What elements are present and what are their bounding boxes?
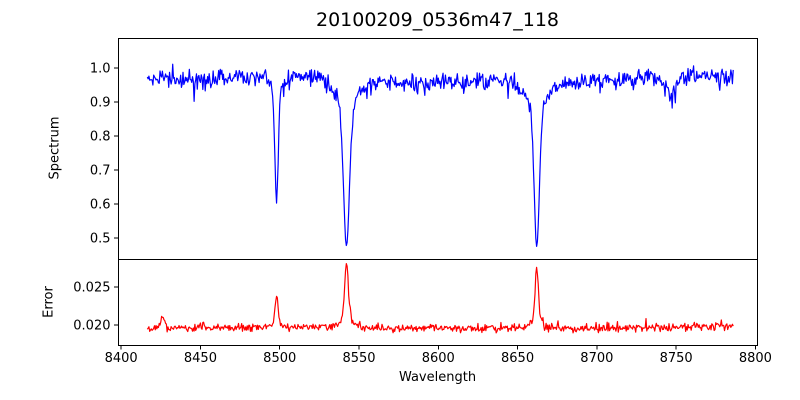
plot-title: 20100209_0536m47_118 (315, 9, 559, 31)
x-tick-label: 8750 (660, 351, 693, 366)
y-tick-label: 0.025 (73, 281, 110, 296)
spectrum-y-ticks: 1.0 0.9 0.8 0.7 0.6 0.5 (90, 61, 118, 246)
x-tick-label: 8550 (342, 351, 375, 366)
spectrum-y-axis-label: Spectrum (47, 116, 63, 180)
y-tick-label: 0.9 (90, 95, 111, 110)
x-tick-label: 8600 (422, 351, 455, 366)
y-tick-label: 0.5 (90, 231, 111, 246)
y-tick-label: 1.0 (90, 61, 111, 76)
error-line (146, 263, 734, 334)
x-tick-label: 8700 (580, 351, 613, 366)
spectrum-axes-frame (118, 38, 758, 260)
error-y-ticks: 0.025 0.020 (73, 281, 118, 334)
x-tick-label: 8650 (501, 351, 534, 366)
error-axes-frame (118, 259, 758, 346)
x-tick-label: 8450 (184, 351, 217, 366)
tick-layer: 1.0 0.9 0.8 0.7 0.6 0.5 0.025 0.020 8400 8450 8500… (73, 61, 772, 366)
x-axis-ticks: 8400 8450 8500 8550 8600 8650 8700 8750 8800 (105, 345, 772, 366)
y-tick-label: 0.6 (90, 197, 111, 212)
error-y-axis-label: Error (41, 286, 57, 318)
x-tick-label: 8500 (263, 351, 296, 366)
x-tick-label: 8800 (739, 351, 772, 366)
wavelength-x-axis-label: Wavelength (398, 370, 477, 385)
y-tick-label: 0.7 (90, 163, 111, 178)
spectrum-line (146, 63, 734, 247)
y-tick-label: 0.020 (73, 319, 110, 334)
data-layer (146, 63, 734, 334)
y-tick-label: 0.8 (90, 129, 111, 144)
x-tick-label: 8400 (105, 351, 138, 366)
